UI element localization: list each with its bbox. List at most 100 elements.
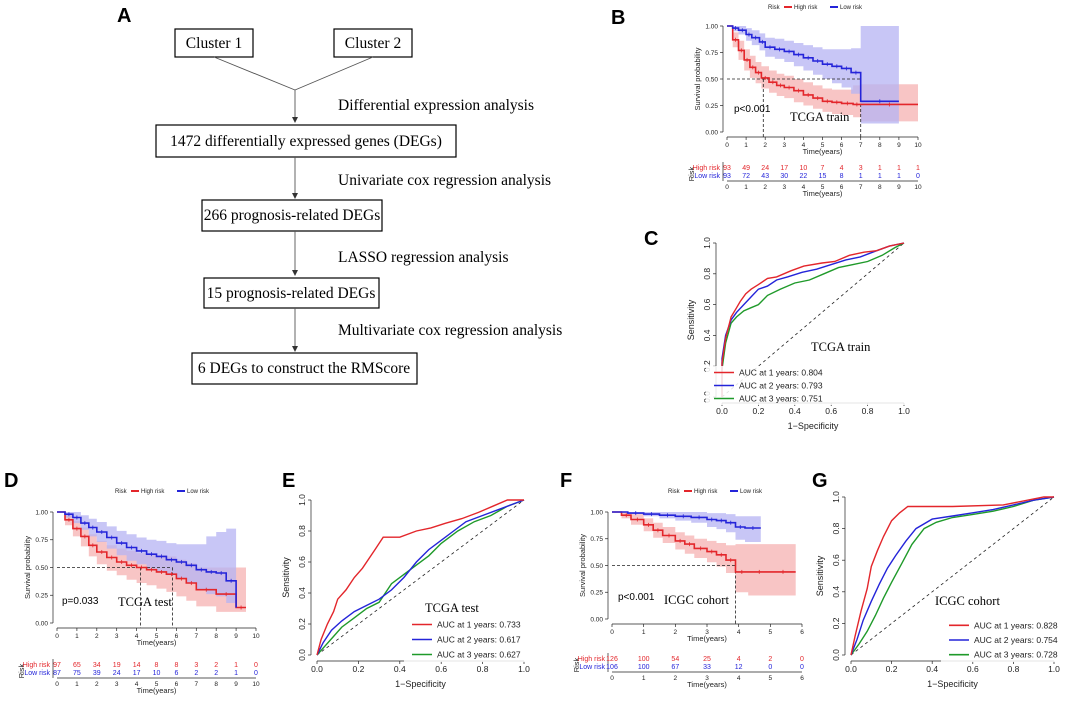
km-x-tick-label-f: 1 xyxy=(642,629,646,636)
km-ci-band-d-low xyxy=(57,512,237,618)
risk-table-row-label-b: Low risk xyxy=(694,173,720,180)
km-x-tick-label-b: 8 xyxy=(878,142,882,149)
km-curve-b-high xyxy=(727,25,918,106)
km-x-label-b: Time(years) xyxy=(803,147,843,156)
box-6-degs xyxy=(191,352,418,385)
km-cohort-label-b: TCGA train xyxy=(790,110,850,124)
panel-b-letter: B xyxy=(611,7,625,29)
risk-table-x-tick-f: 5 xyxy=(769,675,773,682)
roc-y-tick-label-g: 0.4 xyxy=(831,586,841,598)
km-ci-band-f-low xyxy=(612,512,761,542)
risk-table-cell-f: 54 xyxy=(671,656,679,663)
risk-table-cell-d: 97 xyxy=(53,662,61,669)
roc-legend-label-g-3: AUC at 3 years: 0.728 xyxy=(974,650,1058,660)
roc-y-tick-label-e: 0.8 xyxy=(297,525,307,537)
km-ci-band-f-high xyxy=(612,512,796,596)
risk-table-cell-f: 100 xyxy=(638,656,650,663)
risk-table-cell-d: 0 xyxy=(254,662,258,669)
km-x-tick-label-f: 3 xyxy=(705,629,709,636)
km-x-tick-label-f: 4 xyxy=(737,629,741,636)
risk-table-x-tick-b: 10 xyxy=(914,184,922,191)
panel-c-letter: C xyxy=(644,228,658,250)
km-x-tick-label-f: 0 xyxy=(610,629,614,636)
km-x-tick-label-f: 5 xyxy=(769,629,773,636)
km-y-tick-label-b: 0.50 xyxy=(705,76,718,83)
risk-table-row-label-d: Low risk xyxy=(24,670,50,677)
km-y-tick-label-b: 0.75 xyxy=(705,50,718,57)
panel-a-flowchart: A Cluster 1 Cluster 2 Differential expre… xyxy=(117,5,562,385)
risk-table-cell-b: 72 xyxy=(742,173,750,180)
km-x-tick-label-b: 7 xyxy=(859,142,863,149)
km-y-tick-label-d: 0.00 xyxy=(35,620,48,627)
km-x-tick-label-b: 4 xyxy=(802,142,806,149)
km-x-tick-label-f: 2 xyxy=(674,629,678,636)
arrow-head-3 xyxy=(292,270,298,276)
roc-cohort-label-c: TCGA train xyxy=(811,340,871,354)
risk-table-title-f: Risk xyxy=(572,657,581,672)
risk-table-cell-b: 1 xyxy=(878,165,882,172)
km-y-tick-label-b: 0.00 xyxy=(705,129,718,136)
risk-table-x-tick-d: 10 xyxy=(252,681,260,688)
risk-table-x-tick-b: 5 xyxy=(821,184,825,191)
km-legend-label-b-1: Low risk xyxy=(840,5,863,11)
roc-legend-label-g-2: AUC at 2 years: 0.754 xyxy=(974,635,1058,645)
risk-table-cell-f: 126 xyxy=(606,656,618,663)
roc-x-tick-label-c: 0.2 xyxy=(752,406,764,416)
risk-table-x-tick-f: 3 xyxy=(705,675,709,682)
risk-table-cell-d: 10 xyxy=(153,670,161,677)
km-cohort-label-d: TCGA test xyxy=(118,595,172,609)
roc-diagonal-e xyxy=(316,499,525,656)
box-266-degs xyxy=(201,199,383,232)
risk-table-x-label-d: Time(years) xyxy=(137,686,177,695)
roc-x-label-g: 1−Specificity xyxy=(927,679,978,689)
km-x-tick-label-d: 4 xyxy=(135,633,139,640)
risk-table-cell-b: 93 xyxy=(723,165,731,172)
roc-x-tick-label-g: 0.8 xyxy=(1007,664,1019,674)
cluster-2-label: Cluster 2 xyxy=(345,35,401,52)
risk-table-cell-b: 3 xyxy=(859,165,863,172)
km-legend-label-f-0: High risk xyxy=(694,489,718,495)
roc-x-tick-label-g: 0.4 xyxy=(926,664,938,674)
risk-table-cell-b: 17 xyxy=(780,165,788,172)
km-x-tick-label-b: 6 xyxy=(840,142,844,149)
km-x-tick-label-d: 6 xyxy=(175,633,179,640)
risk-table-x-tick-f: 1 xyxy=(642,675,646,682)
panel-d-km-plot: D Risk High risk Low risk0.000.250.500.751… xyxy=(4,470,260,695)
roc-legend-box-c xyxy=(706,366,910,405)
km-y-tick-label-f: 0.75 xyxy=(590,536,603,543)
km-legend-label-d-1: Low risk xyxy=(187,489,210,495)
roc-y-tick-label-e: 0.2 xyxy=(297,618,307,630)
km-y-label-b: Survival probability xyxy=(693,47,702,110)
km-x-tick-label-b: 5 xyxy=(821,142,825,149)
risk-table-title-d: Risk xyxy=(17,663,26,678)
panel-f-km-plot: F Risk High risk Low risk0.000.250.500.751… xyxy=(560,470,804,689)
risk-table-cell-d: 17 xyxy=(133,670,141,677)
km-y-tick-label-d: 0.25 xyxy=(35,593,48,600)
risk-table-x-tick-b: 7 xyxy=(859,184,863,191)
risk-table-x-label-b: Time(years) xyxy=(803,189,843,198)
risk-table-x-tick-d: 0 xyxy=(55,681,59,688)
roc-legend-label-e-3: AUC at 3 years: 0.627 xyxy=(437,650,521,660)
roc-legend-label-c-2: AUC at 2 years: 0.793 xyxy=(739,381,823,391)
km-cohort-label-f: ICGC cohort xyxy=(664,593,729,607)
roc-y-tick-label-e: 0.0 xyxy=(297,649,307,661)
risk-table-cell-b: 0 xyxy=(916,173,920,180)
roc-cohort-label-g: ICGC cohort xyxy=(935,594,1000,608)
risk-table-cell-b: 7 xyxy=(821,165,825,172)
km-y-tick-label-b: 0.25 xyxy=(705,103,718,110)
km-x-tick-label-b: 1 xyxy=(744,142,748,149)
risk-table-title-b: Risk xyxy=(687,166,696,181)
km-y-label-d: Survival probability xyxy=(23,536,32,599)
km-pvalue-b: p<0.001 xyxy=(734,104,771,115)
roc-x-tick-label-e: 0.8 xyxy=(477,664,489,674)
roc-x-tick-label-g: 0.2 xyxy=(886,664,898,674)
roc-curve-g-2y xyxy=(850,496,1055,656)
arrow-head-1 xyxy=(292,117,298,123)
cluster-1-label: Cluster 1 xyxy=(186,35,242,52)
roc-y-tick-label-e: 0.6 xyxy=(297,556,307,568)
step-label-3: LASSO regression analysis xyxy=(338,249,509,266)
km-pvalue-d: p=0.033 xyxy=(62,596,99,607)
merge-line-right xyxy=(294,56,374,91)
step-label-2: Univariate cox regression analysis xyxy=(338,172,551,189)
